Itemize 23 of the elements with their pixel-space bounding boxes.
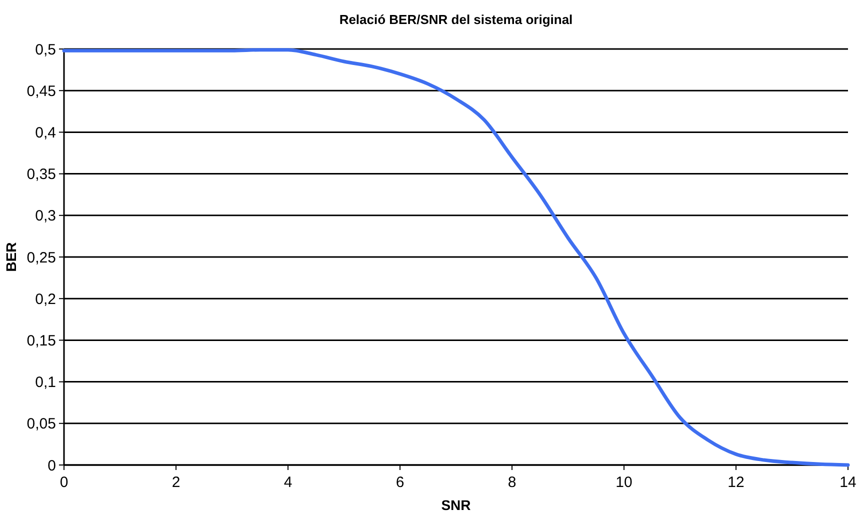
x-tick-label: 0 [60,474,68,491]
x-axis-title: SNR [441,497,471,513]
y-tick-label: 0 [48,457,56,474]
y-tick-label: 0,5 [35,41,56,58]
y-axis-title: BER [3,242,19,272]
x-tick-label: 8 [508,474,516,491]
y-tick-label: 0,35 [26,166,56,184]
y-tick-label: 0,3 [35,208,56,225]
chart-title: Relació BER/SNR del sistema original [339,12,573,27]
x-tick-label: 10 [616,474,632,491]
x-tick-label: 2 [172,474,180,491]
y-tick-label: 0,2 [35,290,56,308]
line-series [62,48,850,467]
x-tick-label: 14 [840,474,856,491]
x-tick-label: 4 [284,474,292,491]
x-tick-label: 6 [396,474,404,491]
y-tick-label: 0,45 [26,82,56,100]
y-tick-label: 0,05 [26,416,56,433]
x-tick-label: 12 [728,474,744,491]
y-tick-label: 0,25 [26,249,56,266]
y-tick-label: 0,1 [35,374,56,392]
y-tick-label: 0,4 [35,124,56,142]
y-tick-label: 0,15 [26,332,56,350]
